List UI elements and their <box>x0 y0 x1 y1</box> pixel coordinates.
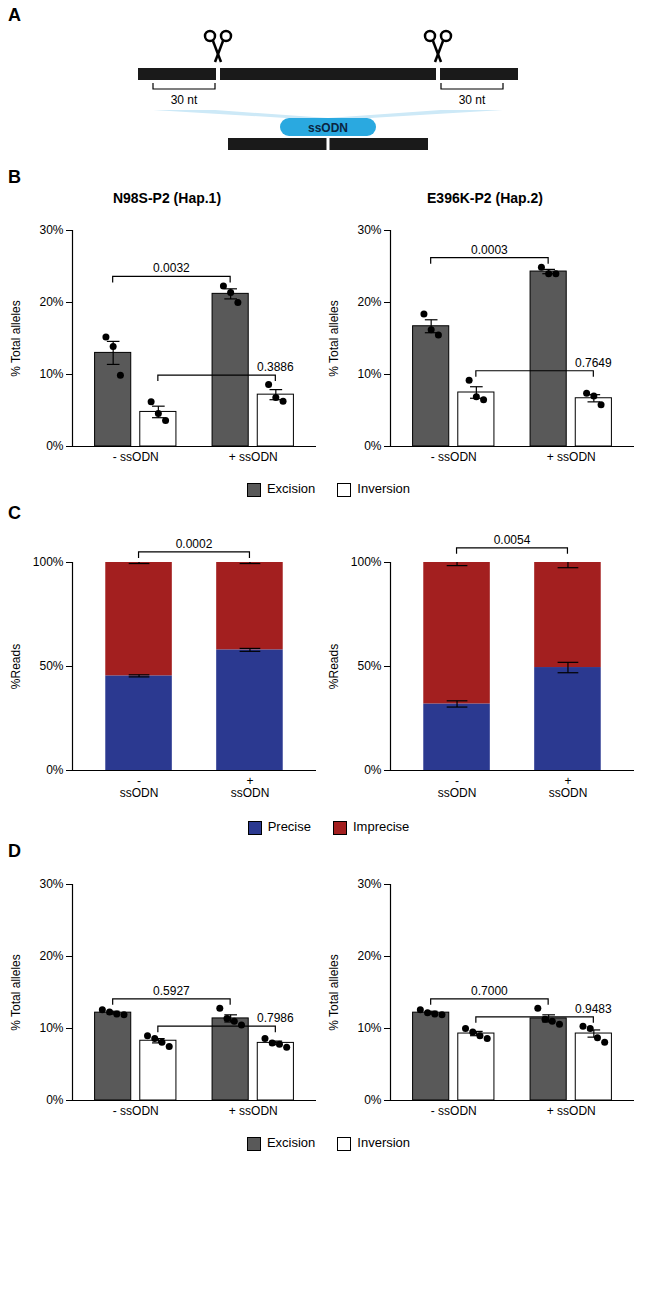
html-text:Excision: Excision <box>266 481 316 497</box>
html-text:Inversion: Inversion <box>357 1135 411 1151</box>
svg-text:% Total alleles: % Total alleles <box>9 300 23 377</box>
svg-text:-ssODN: -ssODN <box>120 774 159 800</box>
svg-text:0.0003: 0.0003 <box>471 243 508 257</box>
svg-text:20%: 20% <box>357 295 381 309</box>
svg-text:0.7986: 0.7986 <box>257 1011 294 1025</box>
svg-text:%Reads: %Reads <box>327 644 341 689</box>
svg-text:+ssODN: +ssODN <box>231 774 270 800</box>
svg-text:0.3886: 0.3886 <box>257 360 294 374</box>
html-text:C: C <box>8 503 21 523</box>
svg-text:% Total alleles: % Total alleles <box>327 300 341 377</box>
html-text:B: B <box>8 167 21 187</box>
svg-text:0%: 0% <box>364 1093 382 1107</box>
svg-text:10%: 10% <box>39 367 63 381</box>
svg-text:- ssODN: - ssODN <box>113 450 159 464</box>
svg-text:30%: 30% <box>357 877 381 891</box>
svg-text:10%: 10% <box>357 367 381 381</box>
svg-text:0%: 0% <box>46 1093 64 1107</box>
svg-text:% Total alleles: % Total alleles <box>327 954 341 1031</box>
svg-text:+ ssODN: + ssODN <box>229 450 278 464</box>
svg-text:30 nt: 30 nt <box>171 93 198 107</box>
svg-text:0.0054: 0.0054 <box>494 533 531 547</box>
svg-text:10%: 10% <box>39 1021 63 1035</box>
svg-text:20%: 20% <box>39 295 63 309</box>
html-text:N98S-P2 (Hap.1): N98S-P2 (Hap.1) <box>112 190 222 206</box>
svg-text:0%: 0% <box>364 439 382 453</box>
svg-text:50%: 50% <box>357 659 381 673</box>
svg-text:10%: 10% <box>357 1021 381 1035</box>
svg-text:+ssODN: +ssODN <box>549 774 588 800</box>
svg-text:50%: 50% <box>39 659 63 673</box>
svg-text:- ssODN: - ssODN <box>431 450 477 464</box>
svg-text:% Total alleles: % Total alleles <box>9 954 23 1031</box>
svg-text:- ssODN: - ssODN <box>431 1104 477 1118</box>
html-text:A: A <box>8 5 21 25</box>
svg-text:0.5927: 0.5927 <box>153 984 190 998</box>
svg-text:0.0032: 0.0032 <box>153 261 190 275</box>
svg-text:- ssODN: - ssODN <box>113 1104 159 1118</box>
svg-text:30%: 30% <box>357 223 381 237</box>
html-text:Excision: Excision <box>266 1135 316 1151</box>
svg-text:100%: 100% <box>351 555 382 569</box>
svg-text:%Reads: %Reads <box>9 644 23 689</box>
svg-text:+ ssODN: + ssODN <box>547 450 596 464</box>
html-text:Inversion: Inversion <box>357 481 411 497</box>
svg-text:ssODN: ssODN <box>308 121 348 135</box>
svg-text:30%: 30% <box>39 223 63 237</box>
svg-text:0.9483: 0.9483 <box>575 1002 612 1016</box>
svg-text:20%: 20% <box>357 949 381 963</box>
svg-text:0%: 0% <box>46 763 64 777</box>
svg-text:30%: 30% <box>39 877 63 891</box>
svg-text:0%: 0% <box>46 439 64 453</box>
svg-text:0.7000: 0.7000 <box>471 984 508 998</box>
html-text:D: D <box>8 841 21 861</box>
svg-text:0.0002: 0.0002 <box>176 537 213 551</box>
svg-text:0.7649: 0.7649 <box>575 356 612 370</box>
svg-text:30 nt: 30 nt <box>459 93 486 107</box>
svg-text:0%: 0% <box>364 763 382 777</box>
html-text:E396K-P2 (Hap.2): E396K-P2 (Hap.2) <box>427 190 543 206</box>
svg-text:+ ssODN: + ssODN <box>229 1104 278 1118</box>
html-text:Precise: Precise <box>267 819 311 835</box>
svg-text:100%: 100% <box>33 555 64 569</box>
html-text:Imprecise: Imprecise <box>353 819 410 835</box>
svg-text:+ ssODN: + ssODN <box>547 1104 596 1118</box>
svg-text:-ssODN: -ssODN <box>438 774 477 800</box>
svg-text:20%: 20% <box>39 949 63 963</box>
